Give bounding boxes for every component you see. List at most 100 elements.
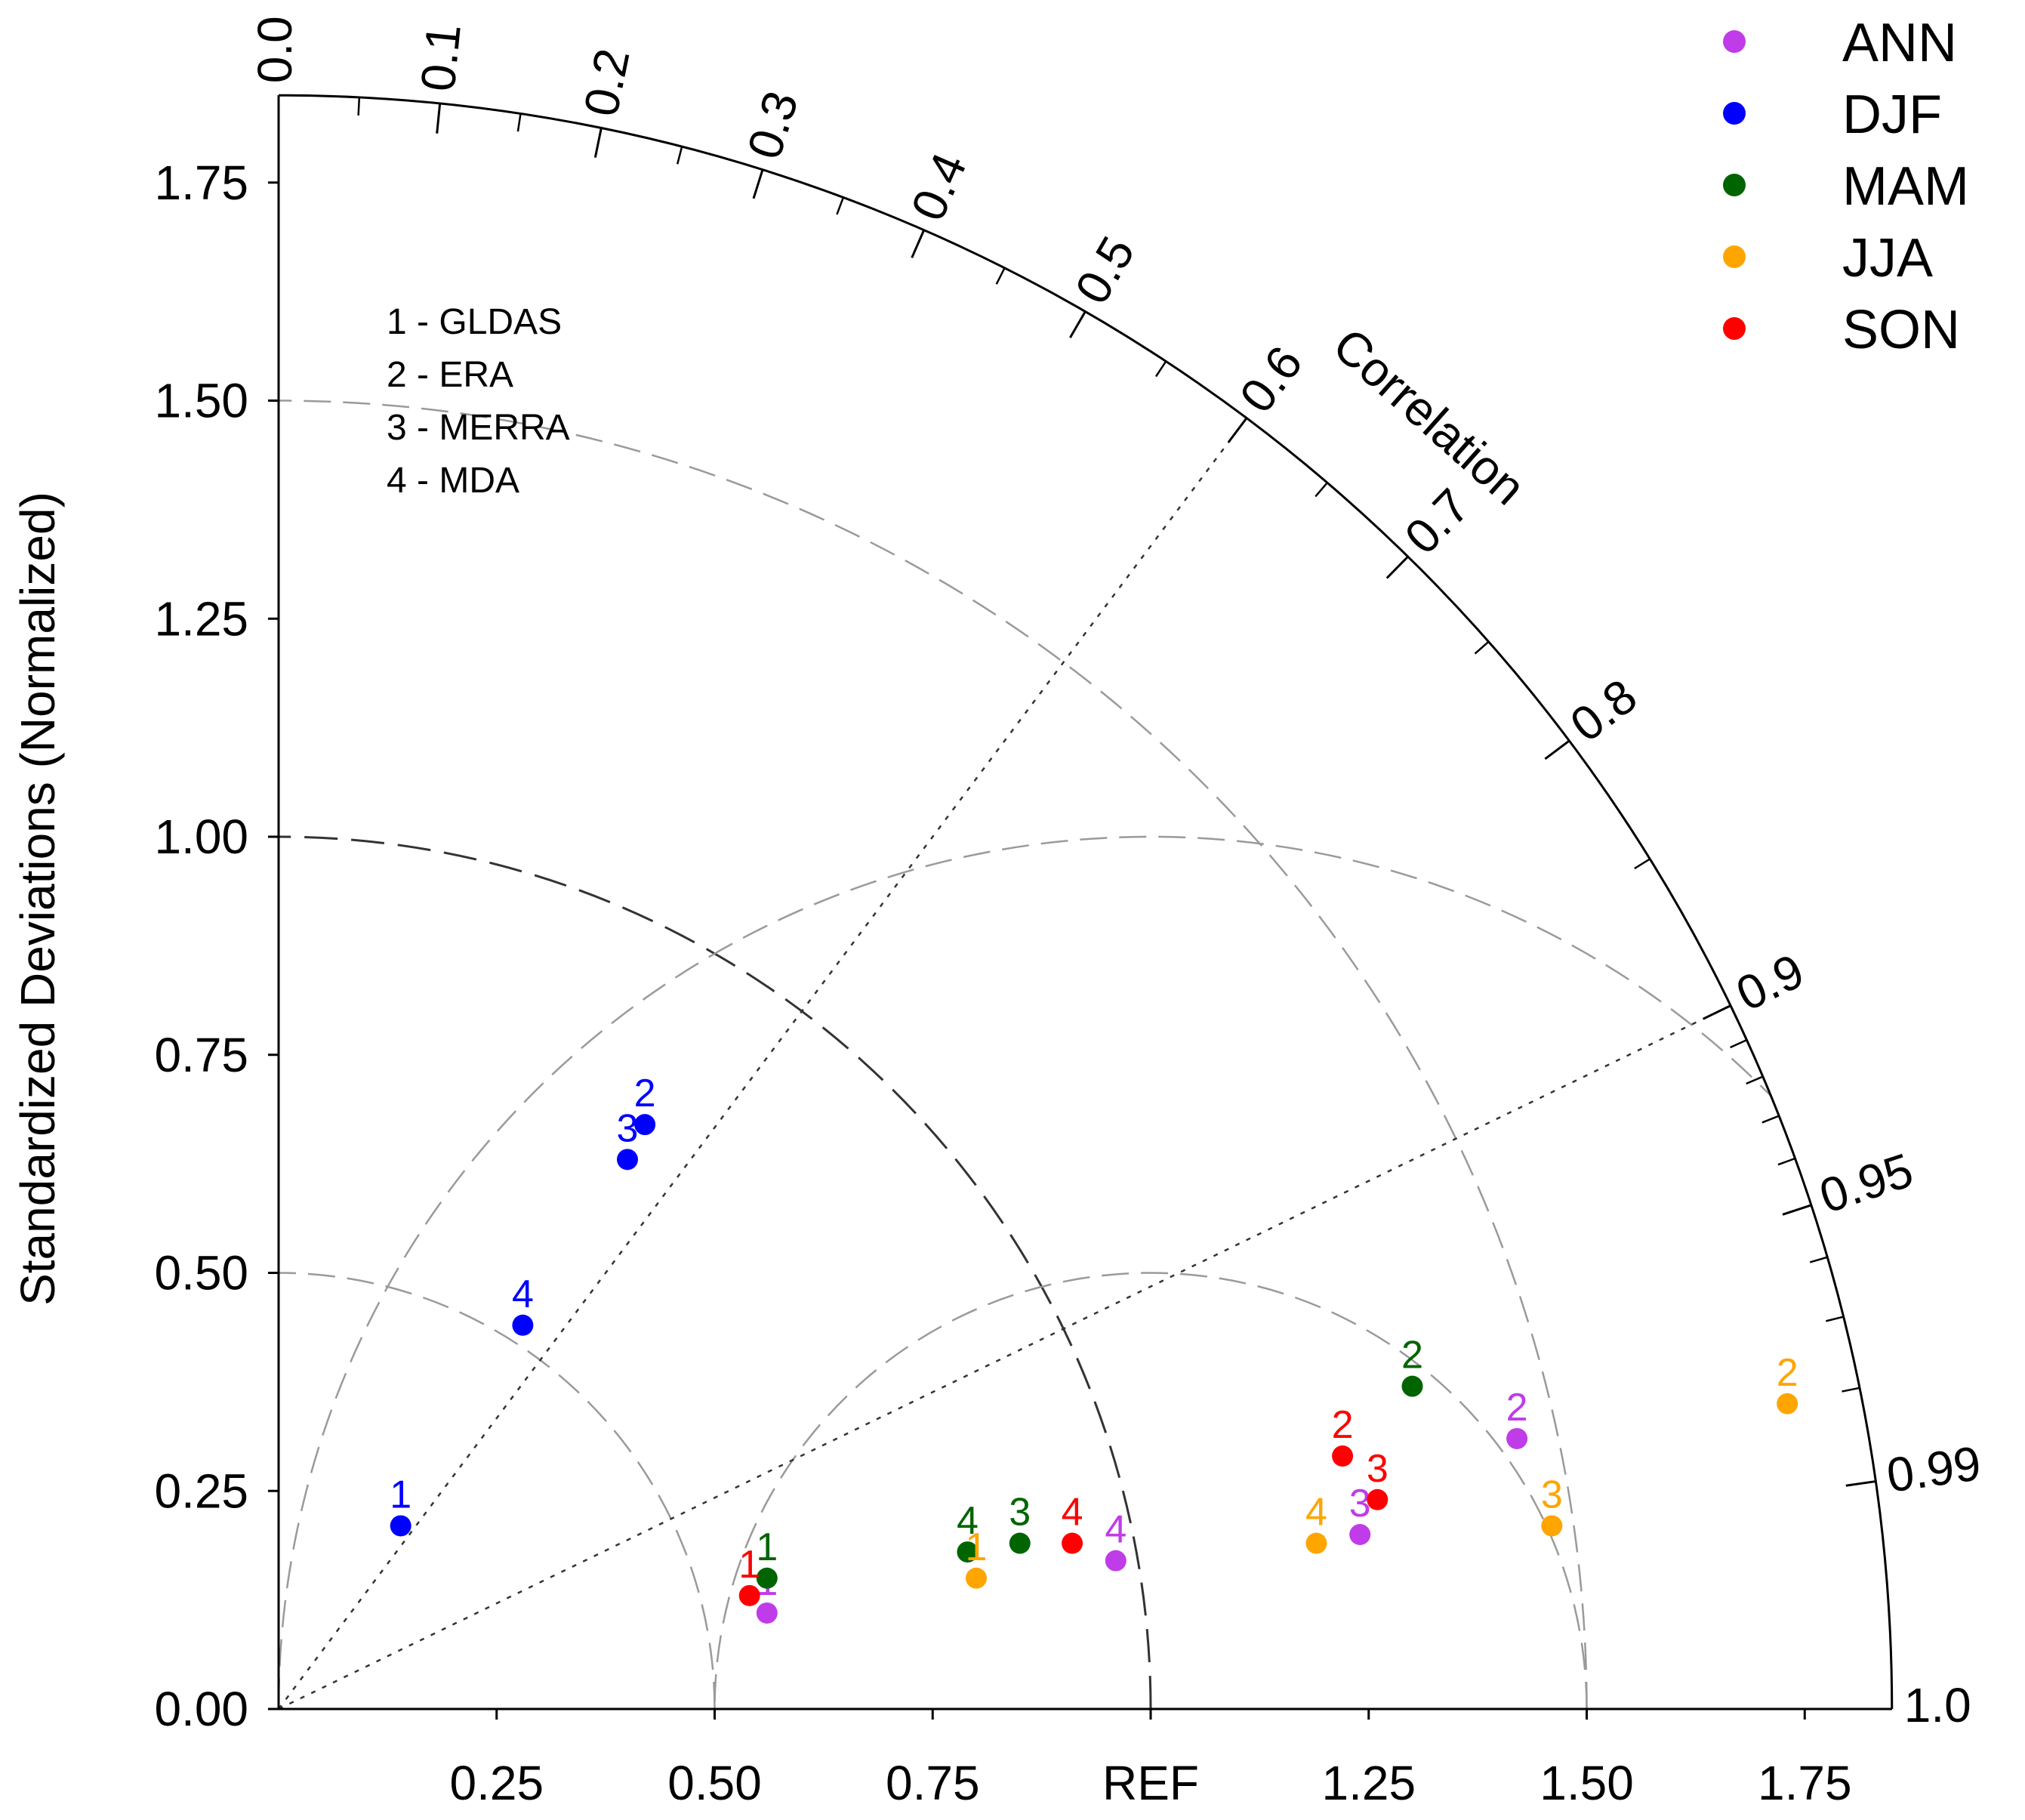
data-point: 4 <box>1062 1491 1083 1554</box>
correlation-tick <box>1385 556 1409 579</box>
rms-contour <box>714 1272 1588 1709</box>
correlation-minor-tick <box>1746 1075 1764 1085</box>
y-tick-label: 1.25 <box>154 591 248 646</box>
point-label: 2 <box>1401 1334 1423 1377</box>
correlation-minor-tick <box>1842 1387 1860 1393</box>
point-label: 2 <box>634 1072 656 1115</box>
data-point: 3 <box>1541 1473 1563 1537</box>
data-point: 4 <box>512 1272 534 1336</box>
y-tick-label: 1.50 <box>154 374 248 428</box>
correlation-tick-label: 1.0 <box>1904 1678 1971 1732</box>
legend-label: JJA <box>1842 228 1933 288</box>
legend-item: ANN <box>1723 13 1957 73</box>
correlation-tick-label: 0.0 <box>248 16 302 83</box>
rms-contours <box>279 835 1892 1709</box>
point-marker <box>512 1314 534 1336</box>
point-label: 4 <box>1105 1508 1127 1552</box>
rms-contour <box>279 835 1892 1709</box>
point-marker <box>1541 1515 1563 1537</box>
legend-label: DJF <box>1842 85 1942 145</box>
correlation-minor-tick <box>676 146 683 165</box>
point-marker <box>1305 1532 1327 1554</box>
correlation-tick <box>1227 417 1248 443</box>
point-label: 1 <box>756 1525 778 1569</box>
std-arc <box>278 399 1588 1710</box>
point-marker <box>1009 1532 1031 1554</box>
correlation-tick-label: 0.3 <box>737 85 809 165</box>
x-tick-label: 1.25 <box>1321 1756 1416 1810</box>
x-tick-label: 0.25 <box>449 1756 544 1810</box>
correlation-tick-label: 0.2 <box>573 44 640 121</box>
dataset-note: 3 - MERRA <box>387 408 570 448</box>
legend-marker <box>1723 102 1746 125</box>
point-marker <box>1506 1427 1528 1449</box>
correlation-tick <box>593 128 603 158</box>
correlation-ray <box>278 417 1248 1710</box>
correlation-tick <box>436 103 442 134</box>
legend-marker <box>1723 30 1746 53</box>
y-tick-label: 0.00 <box>154 1682 248 1736</box>
correlation-ray <box>278 1004 1731 1710</box>
data-point: 2 <box>1401 1334 1423 1397</box>
data-points: 12341234123412341234 <box>390 1072 1798 1624</box>
point-label: 3 <box>617 1106 639 1150</box>
point-label: 2 <box>1506 1386 1528 1430</box>
reference-arc <box>278 835 1152 1710</box>
y-axis-title: Standardized Deviations (Normalized) <box>11 492 65 1306</box>
correlation-minor-tick <box>1826 1316 1844 1322</box>
legend-marker <box>1723 317 1746 340</box>
data-point: 2 <box>1777 1351 1798 1414</box>
point-marker <box>1367 1488 1389 1510</box>
correlation-tick-label: 0.6 <box>1229 336 1313 422</box>
point-marker <box>756 1602 778 1624</box>
y-tick-label: 1.75 <box>154 156 248 210</box>
point-label: 3 <box>1541 1473 1563 1516</box>
data-point: 1 <box>390 1473 411 1537</box>
legend-marker <box>1723 174 1746 196</box>
correlation-minor-tick <box>1154 360 1167 378</box>
correlation-minor-tick <box>995 267 1006 285</box>
correlation-tick-label: 0.9 <box>1728 943 1812 1022</box>
data-point: 2 <box>634 1072 656 1136</box>
notes: 1 - GLDAS 2 - ERA 3 - MERRA 4 - MDA <box>387 302 570 501</box>
correlation-tick-label: 0.95 <box>1813 1143 1919 1223</box>
point-label: 3 <box>1367 1447 1389 1491</box>
dataset-note: 4 - MDA <box>387 461 519 501</box>
point-marker <box>634 1114 656 1136</box>
point-label: 4 <box>512 1272 534 1316</box>
point-label: 4 <box>1062 1491 1083 1535</box>
data-point: 4 <box>1105 1508 1127 1572</box>
x-tick-label: 1.75 <box>1758 1756 1852 1810</box>
point-marker <box>1349 1524 1371 1545</box>
legend-item: MAM <box>1723 156 1969 217</box>
x-tick-label: 0.75 <box>886 1756 980 1810</box>
correlation-tick-label: 0.4 <box>900 145 977 228</box>
correlation-tick <box>1544 739 1570 760</box>
point-marker <box>1105 1550 1127 1572</box>
legend-marker <box>1723 245 1746 268</box>
correlation-tick <box>1069 310 1086 338</box>
legend-item: SON <box>1723 300 1960 360</box>
point-marker <box>957 1541 979 1563</box>
correlation-minor-tick <box>1777 1157 1795 1166</box>
point-label: 1 <box>966 1525 988 1569</box>
data-point: 2 <box>1506 1386 1528 1449</box>
data-point: 1 <box>966 1525 988 1589</box>
correlation-minor-tick <box>836 196 845 215</box>
correlation-tick-label: 0.5 <box>1065 227 1145 313</box>
correlation-tick <box>752 169 764 199</box>
legend-label: ANN <box>1842 13 1957 73</box>
frame <box>277 94 1894 1710</box>
legend-label: MAM <box>1842 156 1969 217</box>
y-tick-label: 0.25 <box>154 1464 248 1518</box>
point-marker <box>1401 1375 1423 1397</box>
data-point: 3 <box>617 1106 639 1171</box>
point-marker <box>1332 1445 1354 1467</box>
data-point: 3 <box>1349 1482 1371 1545</box>
point-label: 3 <box>1349 1482 1371 1525</box>
correlation-minor-tick <box>1634 858 1651 870</box>
point-marker <box>1062 1532 1083 1554</box>
correlation-minor-tick <box>1761 1115 1780 1124</box>
correlation-tick-label: 0.8 <box>1561 668 1647 752</box>
